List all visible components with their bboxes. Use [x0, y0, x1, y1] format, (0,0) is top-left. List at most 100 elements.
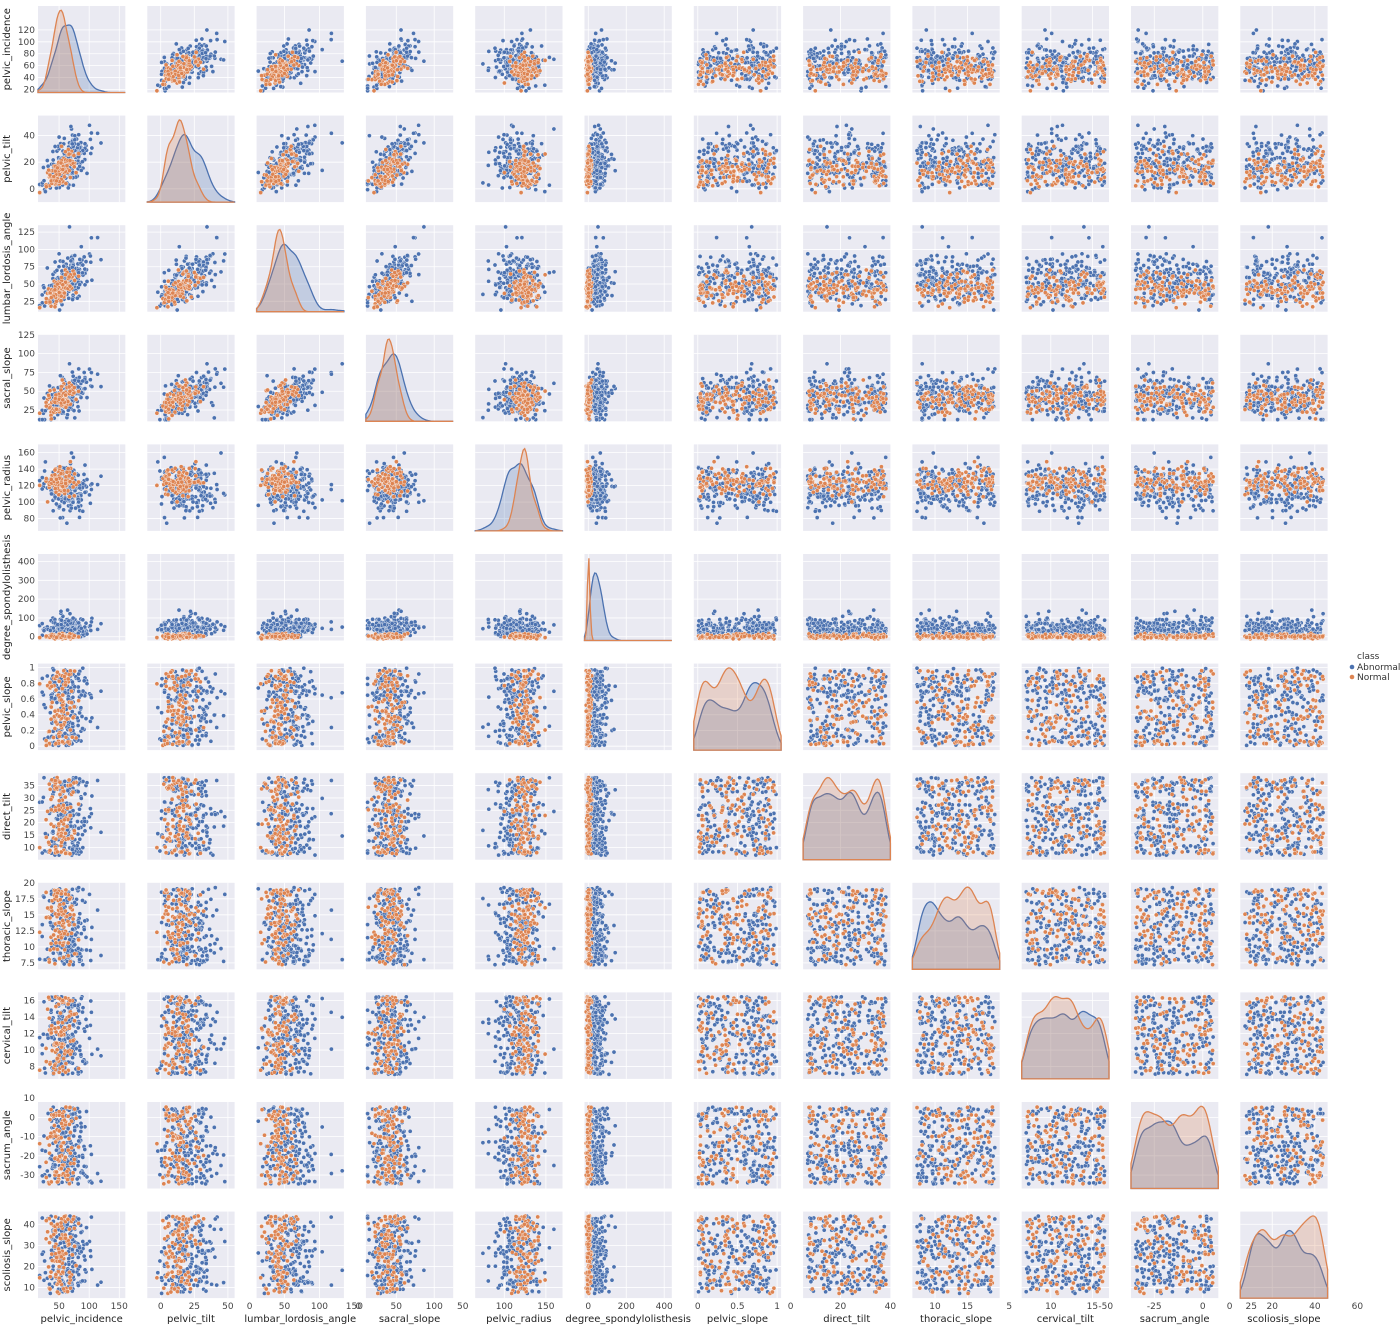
point-normal [264, 79, 268, 83]
ytick-label: 120 [18, 26, 35, 36]
point-abnormal [208, 54, 212, 58]
point-normal [202, 67, 206, 71]
point-abnormal [305, 74, 309, 78]
point-abnormal [181, 80, 185, 84]
point-normal [178, 66, 182, 70]
point-abnormal [212, 54, 216, 58]
point-normal [194, 60, 198, 64]
point-abnormal [302, 46, 306, 50]
point-abnormal [279, 85, 283, 89]
point-normal [171, 75, 175, 79]
point-normal [265, 72, 269, 76]
point-abnormal [307, 49, 311, 53]
point-abnormal [204, 56, 208, 60]
point-abnormal [180, 85, 184, 89]
point-abnormal [201, 74, 205, 78]
point-abnormal [256, 69, 260, 73]
panel-pelvic_incidence-vs-lumbar_lordosis_angle [256, 6, 344, 93]
point-abnormal [282, 49, 286, 53]
point-normal [172, 79, 176, 83]
point-abnormal [181, 49, 185, 53]
point-abnormal [408, 50, 412, 54]
point-normal [269, 77, 273, 81]
point-abnormal [285, 42, 289, 46]
point-abnormal [186, 46, 190, 50]
point-abnormal [213, 50, 217, 54]
point-normal [286, 54, 290, 58]
point-normal [167, 72, 171, 76]
point-abnormal [264, 86, 268, 90]
point-abnormal [305, 66, 309, 70]
point-abnormal [215, 31, 219, 35]
point-abnormal [156, 83, 160, 87]
ylabel-pelvic_incidence: pelvic_incidence [2, 8, 13, 90]
point-normal [273, 64, 277, 68]
point-normal [180, 71, 184, 75]
ytick-label: 80 [24, 50, 36, 60]
point-abnormal [305, 43, 309, 47]
point-normal [268, 82, 272, 86]
point-normal [260, 74, 264, 78]
point-normal [282, 71, 286, 75]
point-normal [277, 74, 281, 78]
point-normal [175, 53, 179, 57]
point-normal [266, 68, 270, 72]
point-abnormal [204, 51, 208, 55]
ytick-label: 20 [24, 86, 36, 96]
point-abnormal [340, 59, 344, 63]
point-abnormal [223, 39, 227, 43]
point-normal [155, 89, 159, 93]
point-abnormal [388, 42, 392, 46]
point-normal [181, 54, 185, 58]
point-abnormal [307, 28, 311, 32]
panel-pelvic_incidence-vs-pelvic_incidence [38, 6, 125, 93]
point-abnormal [422, 59, 426, 63]
point-abnormal [177, 48, 181, 52]
point-abnormal [211, 70, 215, 74]
point-normal [282, 66, 286, 70]
point-normal [161, 82, 165, 86]
panel-pelvic_incidence-vs-sacral_slope [366, 6, 454, 93]
point-abnormal [311, 54, 315, 58]
point-abnormal [268, 51, 272, 55]
point-abnormal [300, 70, 304, 74]
point-normal [192, 55, 196, 59]
point-abnormal [215, 38, 219, 42]
point-abnormal [160, 60, 164, 64]
point-abnormal [174, 42, 178, 46]
point-abnormal [194, 38, 198, 42]
point-abnormal [187, 81, 191, 85]
point-abnormal [162, 55, 166, 59]
ytick-label: 60 [24, 62, 36, 72]
point-normal [264, 82, 268, 86]
point-abnormal [200, 37, 204, 41]
point-normal [194, 50, 198, 54]
point-abnormal [210, 64, 214, 68]
point-abnormal [188, 75, 192, 79]
point-abnormal [329, 31, 333, 35]
point-abnormal [286, 37, 290, 41]
point-abnormal [311, 39, 315, 43]
point-abnormal [300, 65, 304, 69]
point-normal [274, 69, 278, 73]
point-normal [290, 50, 294, 54]
point-abnormal [205, 28, 209, 32]
point-normal [182, 62, 186, 66]
point-abnormal [367, 54, 371, 58]
point-abnormal [298, 44, 302, 48]
point-abnormal [374, 50, 378, 54]
point-normal [290, 60, 294, 64]
point-abnormal [371, 61, 375, 65]
ytick-label: 100 [18, 38, 35, 48]
point-normal [289, 67, 293, 71]
point-abnormal [310, 45, 314, 49]
point-abnormal [379, 51, 383, 55]
point-abnormal [267, 56, 271, 60]
point-normal [171, 64, 175, 68]
point-normal [187, 59, 191, 63]
point-abnormal [406, 39, 410, 43]
point-abnormal [306, 58, 310, 62]
point-abnormal [313, 70, 317, 74]
point-abnormal [413, 45, 417, 49]
